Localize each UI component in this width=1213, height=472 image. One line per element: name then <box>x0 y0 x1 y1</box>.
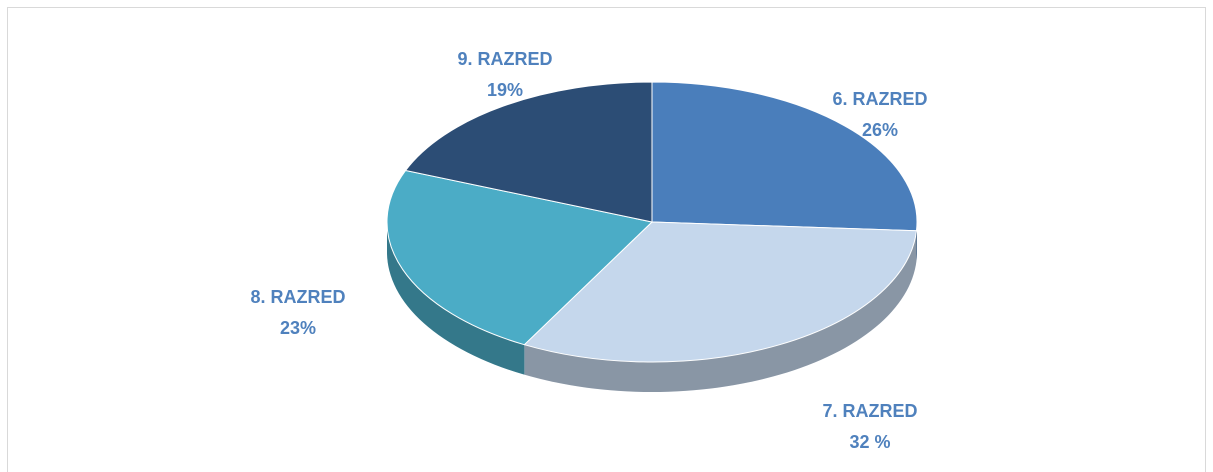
slice-side-shade <box>524 230 917 393</box>
slice <box>404 81 653 223</box>
slice <box>651 81 918 232</box>
data-label-name: 6. RAZRED <box>832 89 927 109</box>
data-label-value: 26% <box>862 120 898 140</box>
data-label-name: 7. RAZRED <box>822 401 917 421</box>
slice-side <box>387 222 525 375</box>
slice <box>523 221 918 363</box>
data-label-value: 23% <box>280 318 316 338</box>
slice-side-shade <box>387 222 525 375</box>
slice <box>386 169 654 346</box>
data-label-name: 8. RAZRED <box>250 287 345 307</box>
data-label-value: 19% <box>487 80 523 100</box>
data-label-value: 32 % <box>849 432 890 452</box>
data-label-name: 9. RAZRED <box>457 49 552 69</box>
slice-side <box>524 230 917 393</box>
